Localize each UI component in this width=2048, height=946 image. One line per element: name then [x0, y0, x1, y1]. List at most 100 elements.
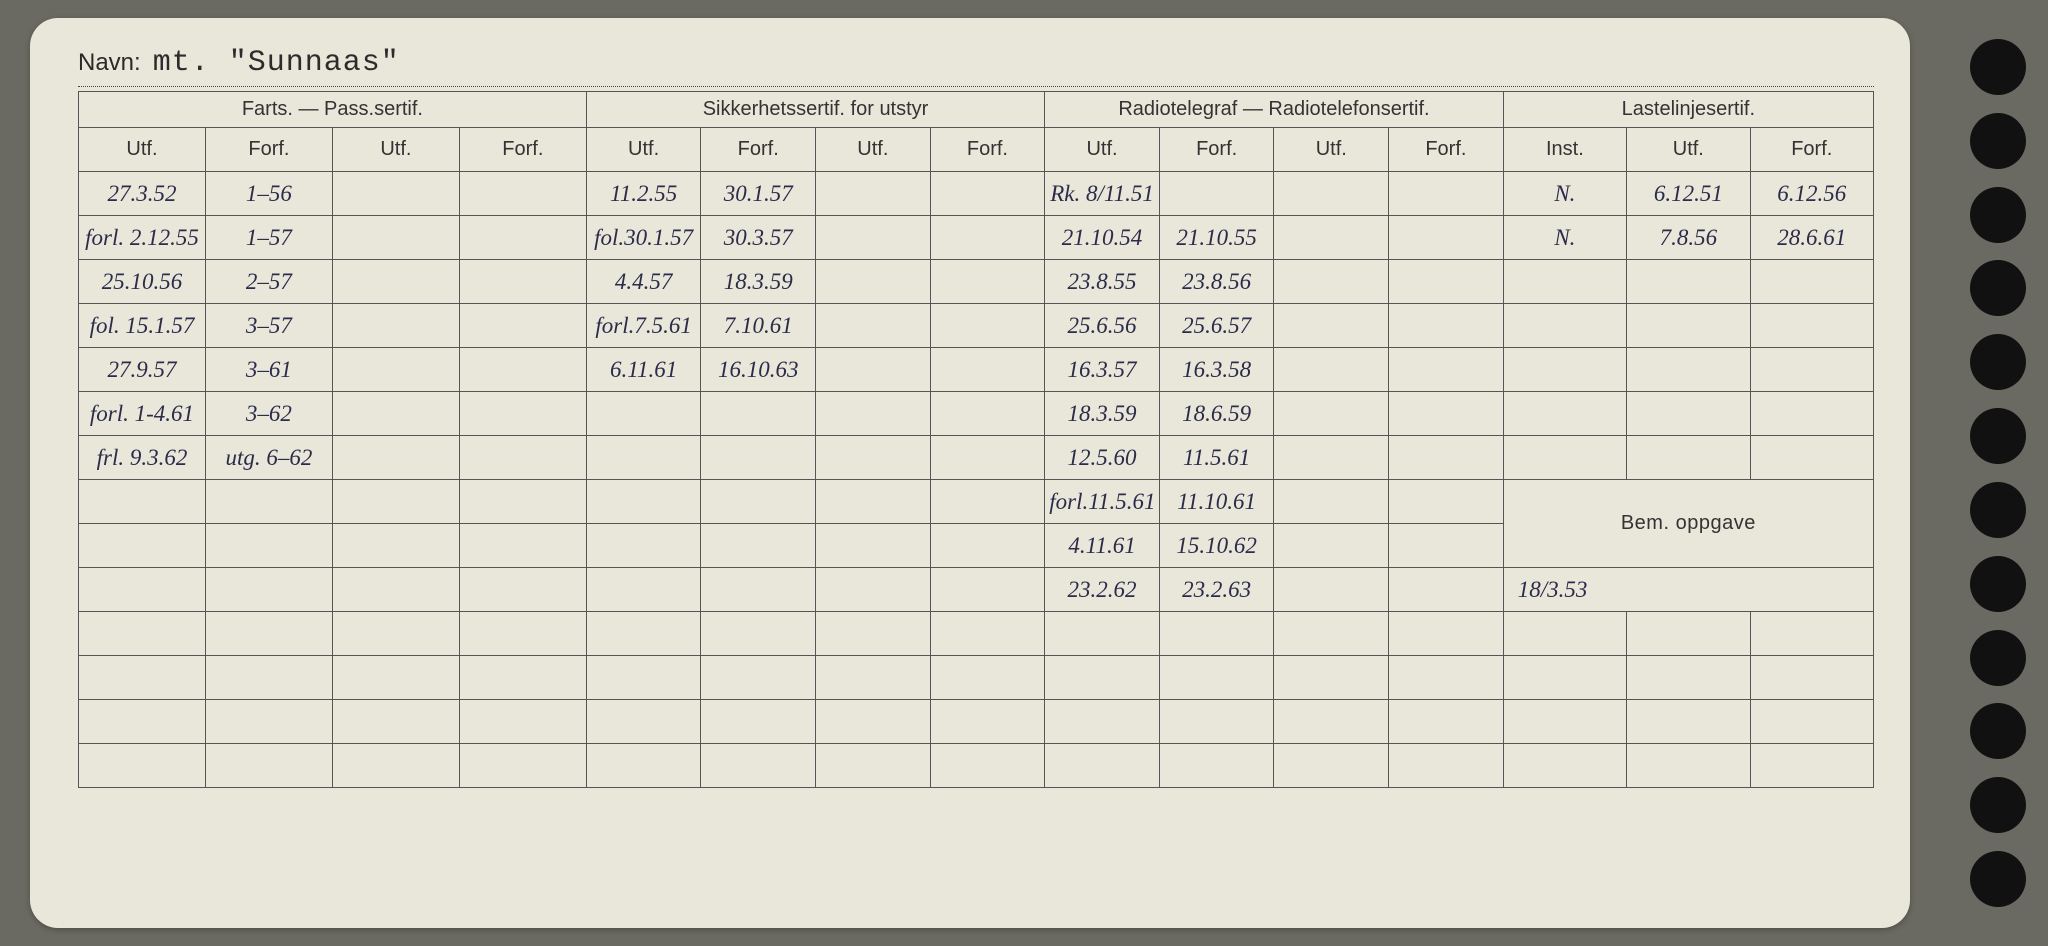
- cell: [816, 216, 931, 260]
- hole: [1970, 334, 2026, 390]
- cell: 16.3.58: [1159, 348, 1274, 392]
- cell: [1274, 480, 1389, 524]
- cell: [459, 656, 586, 700]
- cell: 4.4.57: [586, 260, 701, 304]
- cell: [930, 480, 1045, 524]
- cell: forl. 1-4.61: [79, 392, 206, 436]
- cell: [816, 524, 931, 568]
- cell: [816, 480, 931, 524]
- cell: [459, 392, 586, 436]
- cell: [816, 656, 931, 700]
- cell: [1503, 392, 1626, 436]
- cell: 16.3.57: [1045, 348, 1160, 392]
- cell: [205, 524, 332, 568]
- col-forf: Forf.: [701, 128, 816, 172]
- cell: [205, 612, 332, 656]
- cell: [930, 260, 1045, 304]
- cell: [1274, 656, 1389, 700]
- name-value: mt. "Sunnaas": [153, 46, 400, 80]
- cell: 18.3.59: [701, 260, 816, 304]
- hole: [1970, 851, 2026, 907]
- cell: [816, 568, 931, 612]
- cell: [1389, 612, 1504, 656]
- cell: [1274, 524, 1389, 568]
- hole: [1970, 630, 2026, 686]
- col-forf: Forf.: [1159, 128, 1274, 172]
- cell: [930, 304, 1045, 348]
- cell: [1274, 348, 1389, 392]
- table-row: [79, 612, 1874, 656]
- cell: [1750, 304, 1873, 348]
- cell: [1627, 260, 1750, 304]
- cell: [1750, 348, 1873, 392]
- cell: 11.5.61: [1159, 436, 1274, 480]
- cell: 11.10.61: [1159, 480, 1274, 524]
- cell: [701, 436, 816, 480]
- group-laste: Lastelinjesertif.: [1503, 92, 1873, 128]
- cell: [332, 172, 459, 216]
- cell: [1389, 260, 1504, 304]
- index-card: Navn: mt. "Sunnaas" Farts. — Pass.sertif…: [30, 18, 1910, 928]
- hole: [1970, 408, 2026, 464]
- cell: [1750, 436, 1873, 480]
- hole: [1970, 777, 2026, 833]
- cell: [459, 744, 586, 788]
- cell: [459, 216, 586, 260]
- cell: [1389, 700, 1504, 744]
- cell: [332, 524, 459, 568]
- cell: [79, 480, 206, 524]
- cell: [930, 700, 1045, 744]
- cell: 25.10.56: [79, 260, 206, 304]
- table-row: 23.2.6223.2.6318/3.53: [79, 568, 1874, 612]
- cell: [816, 612, 931, 656]
- cell: [1274, 216, 1389, 260]
- cell: [205, 700, 332, 744]
- cell: 27.3.52: [79, 172, 206, 216]
- cell: [586, 656, 701, 700]
- column-header-row: Utf. Forf. Utf. Forf. Utf. Forf. Utf. Fo…: [79, 128, 1874, 172]
- cell: [1274, 304, 1389, 348]
- col-forf: Forf.: [1389, 128, 1504, 172]
- cell: [1389, 524, 1504, 568]
- table-row: 25.10.562–574.4.5718.3.5923.8.5523.8.56: [79, 260, 1874, 304]
- cell: [816, 744, 931, 788]
- cell: 25.6.56: [1045, 304, 1160, 348]
- cell: [586, 744, 701, 788]
- cell: 16.10.63: [701, 348, 816, 392]
- col-utf: Utf.: [332, 128, 459, 172]
- cell: 15.10.62: [1159, 524, 1274, 568]
- cell: [332, 700, 459, 744]
- cell: [1750, 392, 1873, 436]
- cell: 25.6.57: [1159, 304, 1274, 348]
- cell: [332, 744, 459, 788]
- cell: [586, 392, 701, 436]
- cell: [332, 436, 459, 480]
- cell: [1159, 172, 1274, 216]
- cell: [701, 392, 816, 436]
- cell: [1274, 436, 1389, 480]
- cell: [816, 392, 931, 436]
- cell: [930, 392, 1045, 436]
- cell: utg. 6–62: [205, 436, 332, 480]
- cell: [1627, 656, 1750, 700]
- cell: [1045, 744, 1160, 788]
- cell: [930, 524, 1045, 568]
- cell: [1503, 744, 1626, 788]
- cell: [816, 304, 931, 348]
- cell: 27.9.57: [79, 348, 206, 392]
- cell: N.: [1503, 216, 1626, 260]
- cell: [1627, 436, 1750, 480]
- cell: N.: [1503, 172, 1626, 216]
- cell: 23.8.55: [1045, 260, 1160, 304]
- cell: [816, 348, 931, 392]
- cell: [1389, 744, 1504, 788]
- table-row: forl.11.5.6111.10.61Bem. oppgave: [79, 480, 1874, 524]
- table-row: [79, 744, 1874, 788]
- cell: [701, 612, 816, 656]
- cell: [1503, 612, 1626, 656]
- cell: [332, 348, 459, 392]
- cell: [1274, 744, 1389, 788]
- cell: [1045, 656, 1160, 700]
- cell: [930, 568, 1045, 612]
- cell: 18.3.59: [1045, 392, 1160, 436]
